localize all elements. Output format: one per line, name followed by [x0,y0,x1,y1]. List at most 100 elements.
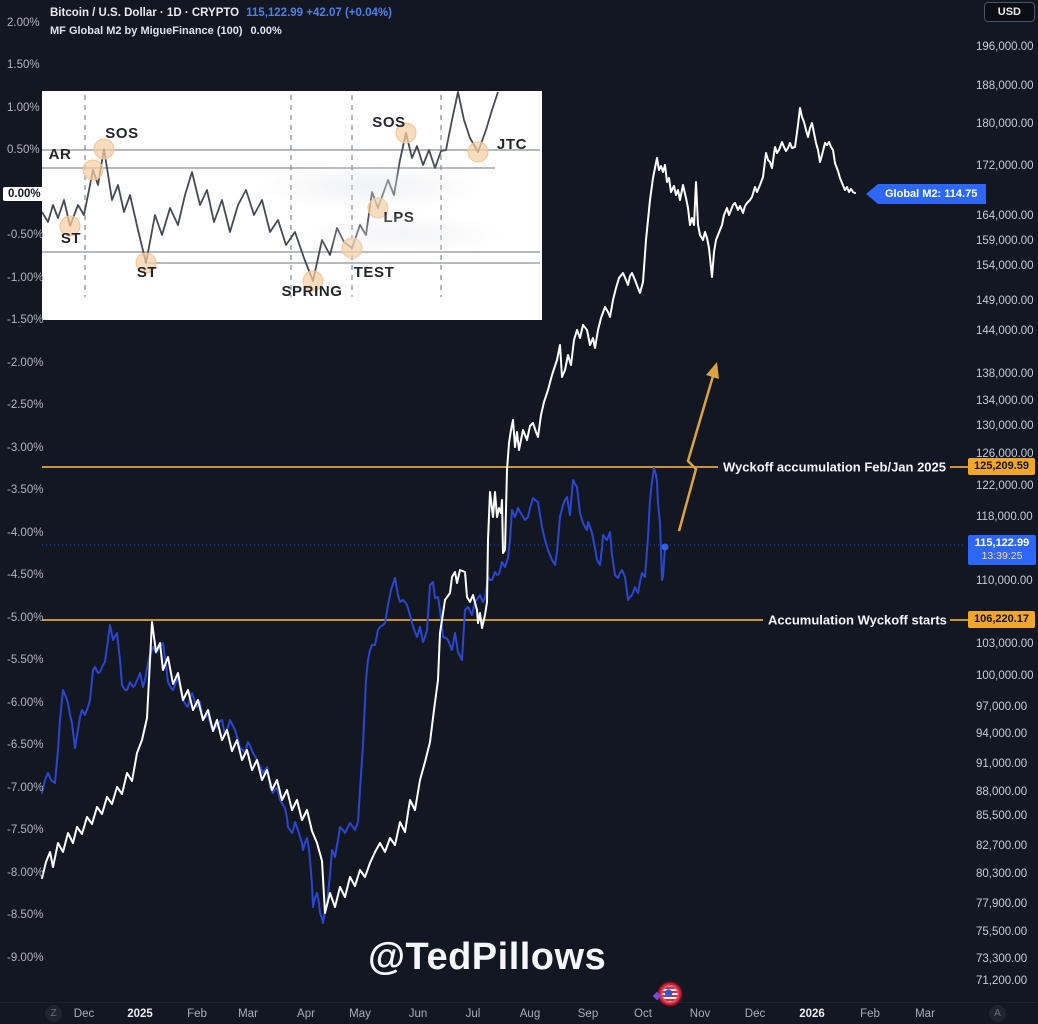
indicator-value: 0.00% [250,25,282,37]
symbol-quote: 115,122.99 +42.07 (+0.04%) [246,7,392,19]
bar-countdown: 13:39:25 [981,550,1023,562]
left-axis-tick: -4.00% [7,527,44,539]
time-axis-label: 2025 [127,1008,153,1020]
schematic-event-marker [59,215,81,237]
left-axis-tick: -2.00% [7,357,44,369]
right-axis-tick: 85,500.00 [976,810,1028,822]
schematic-event-marker [341,237,363,259]
auto-scale-button[interactable]: A [989,1005,1006,1022]
level-annotation-text: Accumulation Wyckoff starts [768,612,947,628]
schematic-event-label: TEST [354,264,395,281]
time-axis-label: Feb [860,1008,880,1020]
schematic-event-label: SOS [372,114,405,131]
right-axis-tick: 180,000.00 [976,118,1034,130]
left-axis-tick: -0.50% [7,229,44,241]
right-axis-tick: 75,500.00 [976,926,1028,938]
time-axis[interactable]: Dec 2025 Feb Mar Apr May Jun Jul Aug Sep Oct Nov Dec… [0,1002,1038,1024]
schematic-event-label: ST [61,230,81,247]
time-axis-label: Mar [915,1008,935,1020]
left-axis-tick: -6.50% [7,739,44,751]
schematic-event-marker [302,270,324,292]
zoom-reset-button[interactable]: Z [45,1005,62,1022]
global-m2-line[interactable] [41,107,856,914]
left-axis-tick: -3.50% [7,484,44,496]
indicator-title[interactable]: MF Global M2 by MigueFinance (100) [50,25,243,37]
right-axis-tick: 94,000.00 [976,728,1028,740]
right-axis-tick: 110,000.00 [976,575,1033,587]
right-axis-tick: 134,000.00 [976,395,1034,407]
time-axis-label: Aug [519,1008,541,1020]
time-axis-label: Dec [73,1008,95,1020]
schematic-event-label: ST [137,264,157,281]
time-axis-label: Apr [297,1008,315,1020]
right-axis-tick: 73,300.00 [976,953,1028,965]
time-axis-label: Feb [187,1008,207,1020]
left-axis-tick: -2.50% [7,399,44,411]
right-axis-tick: 122,000.00 [976,480,1034,492]
level-price-label: 125,209.59 [968,458,1035,475]
left-axis-tick: -4.50% [7,569,44,581]
projection-arrow-head [706,362,719,379]
wyckoff-schematic-inset[interactable]: AR SOS ST ST SPRING TEST LPS SOS JTC [41,91,552,320]
right-axis-tick: 149,000.00 [976,295,1034,307]
right-axis-tick: 196,000.00 [976,41,1034,53]
left-axis-tick: -5.00% [7,612,44,624]
right-axis-tick: 154,000.00 [976,260,1034,272]
right-axis-tick: 77,900.00 [976,898,1028,910]
left-axis-tick: -3.00% [7,442,44,454]
schematic-event-label: SOS [105,125,138,142]
right-axis-tick: 126,000.00 [976,448,1034,460]
wyckoff-schematic-drawing: AR SOS ST ST SPRING TEST LPS SOS JTC [41,91,540,300]
right-axis-tick: 118,000.00 [976,511,1033,523]
left-axis-tick: -8.50% [7,909,44,921]
left-axis-tick: -8.00% [7,867,44,879]
btc-last-price-dot [661,543,669,551]
right-axis-tick: 172,000.00 [976,160,1034,172]
time-axis-label: Nov [689,1008,711,1020]
left-axis-tick: 1.00% [7,102,40,114]
currency-usd-button[interactable]: USD [983,2,1035,22]
level-price-label: 106,220.17 [968,611,1035,628]
projection-arrow[interactable] [677,375,715,532]
right-price-axis[interactable]: 196,000.00 188,000.00 180,000.00 172,000.00… [966,0,1038,1002]
publication-marker-icon[interactable] [659,983,681,1005]
time-axis-label: Jun [408,1008,428,1020]
schematic-event-label: AR [49,146,72,163]
right-axis-tick: 164,000.00 [976,210,1034,222]
left-axis-tick: -1.50% [7,314,44,326]
right-axis-tick: 97,000.00 [976,701,1028,713]
left-axis-tick: 1.50% [7,59,40,71]
time-axis-label: Sep [577,1008,599,1020]
left-percent-axis[interactable]: 2.00% 1.50% 1.00% 0.50% 0.00% -0.50% -1.00% -1.… [0,0,46,1002]
symbol-title[interactable]: Bitcoin / U.S. Dollar · 1D · CRYPTO [50,7,240,19]
left-axis-tick: 0.00% [3,187,46,201]
right-axis-tick: 82,700.00 [976,840,1028,852]
right-axis-tick: 138,000.00 [976,368,1034,380]
schematic-event-marker [82,159,104,181]
right-axis-tick: 103,000.00 [976,638,1034,650]
left-axis-tick: -7.50% [7,824,44,836]
level-annotation-text: Wyckoff accumulation Feb/Jan 2025 [723,459,946,475]
schematic-event-label: JTC [497,136,527,153]
time-axis-label: 2026 [799,1008,825,1020]
right-axis-tick: 144,000.00 [976,325,1034,337]
time-axis-label: Mar [238,1008,258,1020]
global-m2-tag: Global M2: 114.75 [866,184,987,204]
left-axis-tick: 0.50% [7,144,40,156]
right-axis-tick: 91,000.00 [976,758,1028,770]
chart-legend[interactable]: Bitcoin / U.S. Dollar · 1D · CRYPTO 115,1… [50,4,392,39]
left-axis-tick: -7.00% [7,782,44,794]
right-axis-tick: 130,000.00 [976,420,1034,432]
btc-price-line[interactable] [41,467,666,924]
current-price-value: 115,122.99 [974,537,1030,549]
schematic-price-path [41,91,499,282]
schematic-event-marker [135,252,157,274]
left-axis-tick: 2.00% [7,17,40,29]
left-axis-tick: -9.00% [7,952,44,964]
current-price-label: 115,122.99 13:39:25 [968,535,1036,565]
author-watermark: @TedPillows [368,936,607,978]
right-axis-tick: 71,200.00 [976,975,1028,987]
right-axis-tick: 188,000.00 [976,80,1034,92]
